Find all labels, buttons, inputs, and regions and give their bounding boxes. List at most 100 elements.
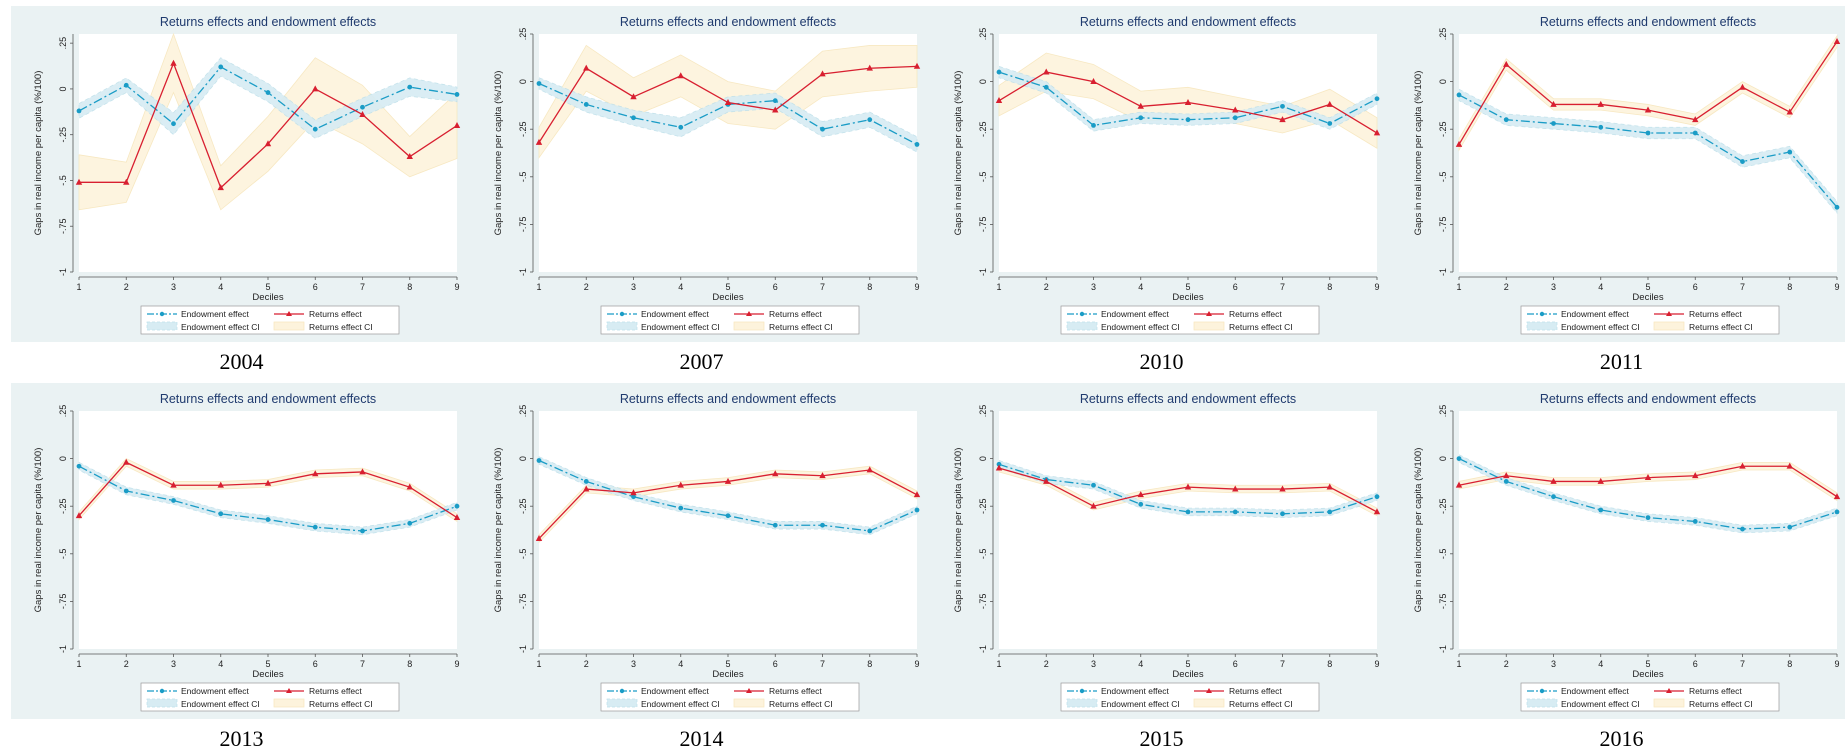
- returns-point: [583, 64, 590, 71]
- returns-point: [75, 178, 83, 185]
- returns-point: [772, 470, 779, 477]
- endowment-ci-band: [1458, 88, 1838, 215]
- endowment-point: [360, 104, 365, 110]
- x-tick-label: 1: [996, 282, 1001, 292]
- y-tick-label: .25: [1438, 405, 1448, 418]
- legend-endowment-ci-swatch: [1526, 321, 1558, 331]
- legend-returns-label: Returns effect: [1689, 309, 1742, 319]
- endowment-point: [218, 511, 224, 517]
- legend-endowment-marker: [159, 311, 165, 317]
- y-tick-label: -1: [518, 645, 528, 653]
- x-axis-title: Deciles: [712, 669, 743, 680]
- endowment-point: [1091, 122, 1096, 128]
- endowment-point: [772, 522, 778, 528]
- x-tick-label: 4: [218, 282, 223, 292]
- x-tick-label: 9: [1374, 659, 1379, 669]
- legend-endowment-label: Endowment effect: [181, 686, 250, 696]
- endowment-point: [996, 69, 1002, 75]
- chart-panel: Returns effects and endowment effects .25…: [11, 383, 472, 719]
- chart-panel: Returns effects and endowment effects .25…: [931, 6, 1392, 342]
- endowment-ci-band: [538, 456, 918, 536]
- year-caption: 2013: [219, 726, 264, 751]
- y-tick-label: -.25: [978, 498, 988, 514]
- endowment-point: [1787, 524, 1793, 530]
- legend-returns-ci-swatch: [733, 698, 765, 708]
- legend-box: [600, 682, 860, 712]
- y-tick-label: 0: [58, 86, 68, 91]
- y-axis-title: Gaps in real income per capita (%/100): [493, 448, 504, 613]
- returns-point: [995, 464, 1003, 471]
- x-tick-label: 5: [725, 659, 730, 669]
- endowment-point: [1598, 124, 1604, 130]
- returns-point: [1373, 508, 1381, 515]
- y-tick-label: -.5: [1438, 549, 1448, 560]
- returns-point: [1279, 116, 1286, 123]
- endowment-point: [171, 121, 176, 127]
- x-tick-label: 9: [914, 282, 919, 292]
- returns-point: [1043, 477, 1050, 484]
- x-tick-label: 5: [1185, 659, 1190, 669]
- x-tick-label: 8: [1327, 659, 1332, 669]
- legend-endowment-ci-label: Endowment effect CI: [1561, 699, 1640, 709]
- returns-point: [1232, 106, 1239, 113]
- endowment-point: [914, 142, 920, 147]
- endowment-point: [407, 84, 413, 90]
- y-tick-label: 0: [518, 79, 528, 84]
- x-tick-label: 7: [1740, 282, 1745, 292]
- returns-point: [1503, 472, 1510, 479]
- returns-point: [170, 481, 177, 488]
- chart-title: Returns effects and endowment effects: [160, 15, 376, 29]
- returns-point: [1090, 502, 1097, 509]
- x-tick-label: 2: [1044, 282, 1049, 292]
- year-caption: 2014: [679, 726, 724, 751]
- endowment-point: [583, 479, 589, 484]
- y-tick-label: 0: [1438, 456, 1448, 461]
- y-tick-label: -.25: [518, 498, 528, 514]
- returns-point: [123, 458, 130, 465]
- x-tick-label: 3: [1091, 659, 1096, 669]
- x-tick-label: 2: [1044, 659, 1049, 669]
- endowment-point: [312, 524, 318, 530]
- endowment-point: [1138, 115, 1144, 121]
- y-tick-label: .25: [58, 37, 68, 50]
- x-tick-label: 5: [725, 282, 730, 292]
- endowment-point: [1232, 115, 1238, 121]
- returns-point: [1597, 100, 1604, 107]
- x-tick-label: 2: [584, 659, 589, 669]
- endowment-point: [678, 505, 684, 511]
- x-axis-title: Deciles: [252, 669, 283, 680]
- y-axis-title: Gaps in real income per capita (%/100): [953, 448, 964, 613]
- returns-point: [630, 93, 637, 100]
- x-tick-label: 6: [773, 659, 778, 669]
- returns-point: [453, 121, 461, 128]
- y-tick-label: -.25: [58, 127, 68, 143]
- endowment-point: [454, 503, 460, 509]
- returns-point: [819, 472, 826, 479]
- returns-point: [866, 466, 873, 473]
- endowment-point: [1645, 515, 1651, 521]
- chart-title: Returns effects and endowment effects: [620, 392, 836, 406]
- returns-point: [1503, 60, 1510, 67]
- legend-endowment-ci-label: Endowment effect CI: [181, 322, 260, 332]
- endowment-point: [867, 117, 873, 123]
- chart-title: Returns effects and endowment effects: [1540, 392, 1756, 406]
- returns-point: [1279, 485, 1286, 492]
- chart-svg: Returns effects and endowment effects .25…: [1413, 15, 1841, 335]
- y-tick-label: -.75: [1438, 217, 1448, 233]
- endowment-point: [1834, 204, 1840, 210]
- y-tick-label: -.5: [978, 549, 988, 560]
- endowment-point: [1740, 526, 1745, 532]
- endowment-point: [1327, 121, 1333, 126]
- endowment-point: [218, 64, 224, 70]
- x-tick-label: 8: [407, 282, 412, 292]
- returns-point: [453, 514, 461, 521]
- legend-returns-ci-swatch: [273, 698, 305, 708]
- y-tick-label: -1: [1438, 645, 1448, 653]
- x-tick-label: 7: [1280, 659, 1285, 669]
- x-tick-label: 3: [631, 659, 636, 669]
- returns-point: [1692, 472, 1699, 479]
- legend-returns-label: Returns effect: [309, 686, 362, 696]
- endowment-point: [820, 126, 825, 132]
- endowment-ci-band: [78, 57, 458, 139]
- returns-point: [995, 97, 1003, 104]
